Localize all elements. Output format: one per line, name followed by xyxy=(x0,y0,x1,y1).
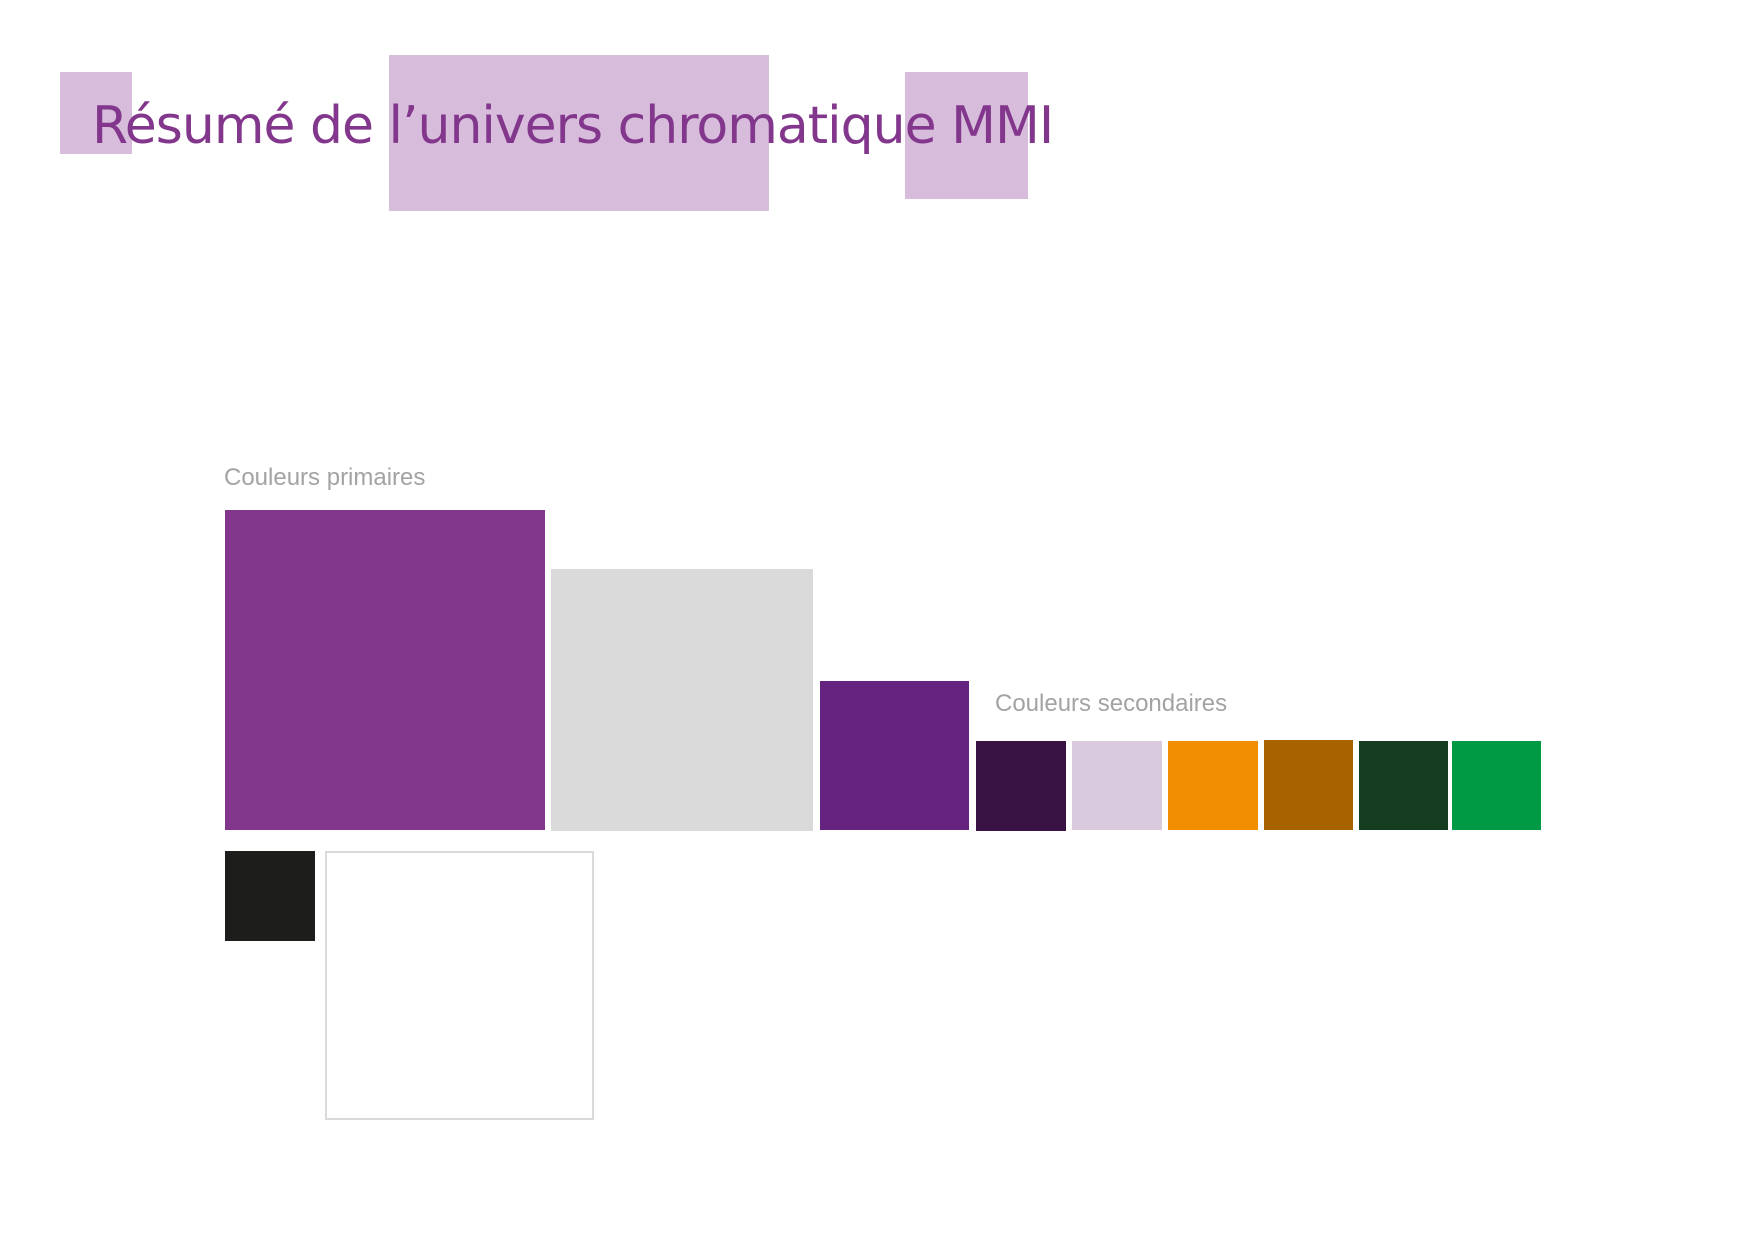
secondary-swatch xyxy=(1264,740,1353,830)
secondary-swatch xyxy=(1359,741,1448,830)
secondary-swatch xyxy=(1168,741,1258,830)
decorative-block xyxy=(60,72,132,154)
secondary-swatch xyxy=(976,741,1066,831)
secondary-colors-label: Couleurs secondaires xyxy=(995,690,1228,717)
primary-swatch xyxy=(820,681,969,830)
primary-swatch xyxy=(551,569,813,831)
decorative-block xyxy=(389,55,769,211)
primary-swatch xyxy=(225,510,545,830)
decorative-block xyxy=(905,72,1028,199)
primary-colors-label: Couleurs primaires xyxy=(224,464,426,491)
secondary-swatch xyxy=(1072,741,1162,830)
secondary-swatch xyxy=(1452,741,1541,830)
page-title: Résumé de l’univers chromatique MMI xyxy=(92,96,1054,156)
primary-swatch xyxy=(325,851,594,1120)
primary-swatch xyxy=(225,851,315,941)
